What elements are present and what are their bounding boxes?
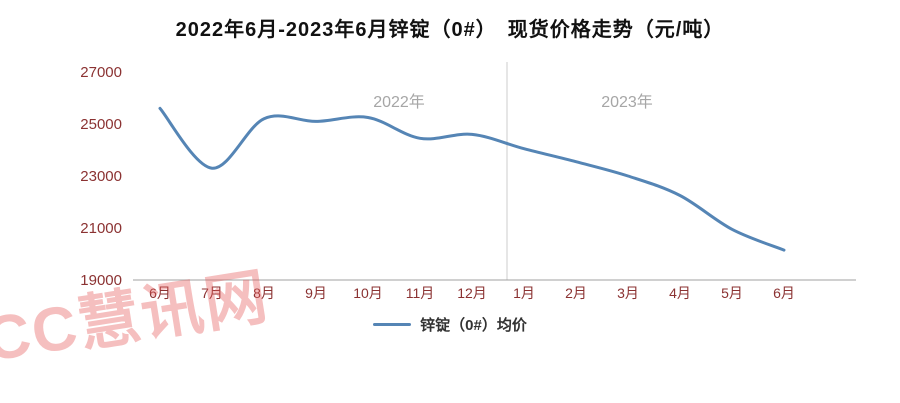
legend-line-swatch [373,323,412,326]
chart-legend: 锌锭（0#）均价 [0,314,900,335]
x-axis-tick-label: 5月 [721,285,743,301]
y-axis-tick-label: 21000 [80,220,122,237]
x-axis-tick-label: 12月 [457,285,487,301]
y-axis-tick-label: 19000 [80,272,122,289]
x-axis-tick-label: 1月 [513,285,535,301]
x-axis-tick-label: 11月 [406,285,435,301]
x-axis-tick-label: 8月 [253,285,275,301]
y-axis-tick-label: 25000 [80,116,122,133]
y-axis-tick-label: 27000 [80,64,122,81]
x-axis-tick-label: 3月 [617,285,639,301]
x-axis-tick-label: 4月 [669,285,691,301]
year-label-2023: 2023年 [601,93,653,111]
legend-label: 锌锭（0#）均价 [420,317,527,334]
chart-title: 2022年6月-2023年6月锌锭（0#） 现货价格走势（元/吨） [175,19,725,41]
x-axis-tick-label: 9月 [305,285,327,301]
x-axis-tick-label: 6月 [149,285,171,301]
x-axis-tick-label: 6月 [773,285,795,301]
x-axis-tick-label: 10月 [353,285,383,301]
y-axis-tick-label: 23000 [80,168,122,185]
price-series-line [158,106,786,252]
year-label-2022: 2022年 [373,93,425,111]
x-axis-tick-label: 7月 [201,285,223,301]
x-axis-tick-label: 2月 [565,285,587,301]
